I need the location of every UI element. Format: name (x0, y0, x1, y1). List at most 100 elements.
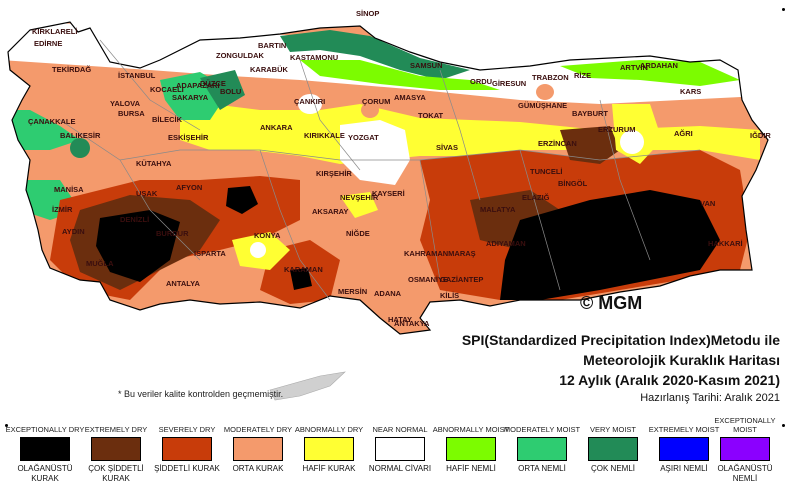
city-label: HAKKARİ (708, 239, 743, 248)
legend-tr-label: ÇOK ŞİDDETLİ KURAK (88, 464, 144, 483)
city-label: BİLECİK (152, 115, 183, 124)
city-label: MERSİN (338, 287, 367, 296)
city-label: ELAZIĞ (522, 193, 550, 202)
legend-en-label: ABNORMALLY MOIST (432, 425, 510, 434)
legend-en-label: EXCEPTIONALLY MOIST (714, 416, 776, 434)
legend-swatch (659, 437, 709, 461)
legend-tr-label: ÇOK NEMLİ (590, 464, 635, 473)
legend-en-label: SEVERELY DRY (158, 425, 216, 434)
city-label: ÇANAKKALE (28, 117, 76, 126)
legend-item: SEVERELY DRY ŞİDDETLİ KURAK (147, 416, 227, 474)
legend: EXCEPTIONALLY DRY OLAĞANÜSTÜ KURAK EXTRE… (0, 416, 790, 491)
city-label: BAYBURT (572, 109, 608, 118)
legend-swatch (720, 437, 770, 461)
legend-swatch (446, 437, 496, 461)
copyright-mark: © MGM (580, 293, 643, 313)
city-label: ADIYAMAN (486, 239, 526, 248)
legend-en-label: VERY MOIST (590, 425, 636, 434)
legend-en-label: ABNORMALLY DRY (294, 425, 364, 434)
city-label: AMASYA (394, 93, 426, 102)
city-label: ÇANKIRI (294, 97, 325, 106)
title-line-3: 12 Aylık (Aralık 2020-Kasım 2021) (559, 372, 780, 388)
legend-swatch (91, 437, 141, 461)
legend-item: VERY MOIST ÇOK NEMLİ (573, 416, 653, 474)
legend-swatch (162, 437, 212, 461)
city-label: AKSARAY (312, 207, 348, 216)
legend-en-label: EXCEPTIONALLY DRY (5, 425, 85, 434)
legend-tr-label: OLAĞANÜSTÜ NEMLİ (717, 464, 773, 483)
city-label: BURSA (118, 109, 145, 118)
legend-en-label: NEAR NORMAL (372, 425, 428, 434)
legend-en-label: EXTREMELY MOIST (648, 425, 720, 434)
legend-tr-label: HAFİF NEMLİ (446, 464, 496, 473)
city-label: MALATYA (480, 205, 516, 214)
city-label: GÜMÜŞHANE (518, 101, 567, 110)
city-label: TUNCELİ (530, 167, 563, 176)
frame-dot (782, 8, 785, 11)
legend-item: ABNORMALLY DRY HAFİF KURAK (289, 416, 369, 474)
cyprus (269, 371, 346, 401)
legend-tr-label: OLAĞANÜSTÜ KURAK (17, 464, 73, 483)
legend-item: EXTREMELY MOIST AŞIRI NEMLİ (644, 416, 724, 474)
legend-item: ABNORMALLY MOIST HAFİF NEMLİ (431, 416, 511, 474)
city-label: SAKARYA (172, 93, 209, 102)
city-label: ADAPAZARI (176, 81, 220, 90)
city-label: BİNGÖL (558, 179, 588, 188)
city-label: KARABÜK (250, 65, 288, 74)
city-label: ERZİNCAN (538, 139, 577, 148)
legend-tr-label: NORMAL CİVARI (368, 464, 432, 473)
city-label: İZMİR (52, 205, 73, 214)
city-label: SAMSUN (410, 61, 443, 70)
city-label: TRABZON (532, 73, 569, 82)
city-label: BALIKESİR (60, 131, 101, 140)
city-label: ARTVİN (620, 63, 648, 72)
legend-en-label: EXTREMELY DRY (84, 425, 148, 434)
city-label: KASTAMONU (290, 53, 338, 62)
city-label: KONYA (254, 231, 281, 240)
city-label: KIRŞEHİR (316, 169, 352, 178)
frame-dot (5, 424, 8, 427)
legend-tr-label: HAFİF KURAK (302, 464, 356, 473)
legend-swatch (517, 437, 567, 461)
legend-item: EXCEPTIONALLY MOIST OLAĞANÜSTÜ NEMLİ (705, 416, 785, 484)
city-label: VAN (700, 199, 715, 208)
city-label: YALOVA (110, 99, 141, 108)
city-label: ZONGULDAK (216, 51, 264, 60)
city-label: ÇORUM (362, 97, 390, 106)
city-label: ARDAHAN (640, 61, 678, 70)
legend-tr-label: ORTA NEMLİ (518, 464, 566, 473)
quality-footnote: * Bu veriler kalite kontrolden geçmemişt… (118, 389, 284, 399)
city-label: GİRESUN (492, 79, 526, 88)
legend-tr-label: ŞİDDETLİ KURAK (154, 464, 220, 473)
title-line-1: SPI(Standardized Precipitation Index)Met… (461, 332, 780, 348)
city-label: AFYON (176, 183, 202, 192)
city-labels: KIRKLARELİEDİRNETEKİRDAĞİSTANBULYALOVABU… (28, 9, 771, 328)
legend-tr-label: AŞIRI NEMLİ (660, 464, 708, 473)
city-label: NİĞDE (346, 229, 370, 238)
title-line-2: Meteorolojik Kuraklık Haritası (583, 352, 780, 368)
city-label: KARAMAN (284, 265, 323, 274)
legend-swatch (233, 437, 283, 461)
city-label: AĞRI (674, 129, 693, 138)
city-label: KIRIKKALE (304, 131, 345, 140)
city-label: KIRKLARELİ (32, 27, 77, 36)
legend-item: MODERATELY MOIST ORTA NEMLİ (502, 416, 582, 474)
city-label: ANKARA (260, 123, 293, 132)
city-label: İSTANBUL (118, 71, 156, 80)
drought-zones (8, 22, 768, 334)
city-label: MUĞLA (86, 259, 114, 268)
city-label: YOZGAT (348, 133, 379, 142)
city-label: ANTAKYA (394, 319, 430, 328)
province-borders (59, 39, 701, 301)
city-label: ISPARTA (194, 249, 226, 258)
city-label: NEVŞEHİR (340, 193, 379, 202)
legend-item: MODERATELY DRY ORTA KURAK (218, 416, 298, 474)
city-label: KARS (680, 87, 701, 96)
city-label: EDİRNE (34, 39, 62, 48)
city-label: TOKAT (418, 111, 444, 120)
city-label: KİLİS (440, 291, 459, 300)
city-label: ADANA (374, 289, 402, 298)
city-label: KAHRAMANMARAŞ (404, 249, 476, 258)
city-label: HATAY (388, 315, 412, 324)
